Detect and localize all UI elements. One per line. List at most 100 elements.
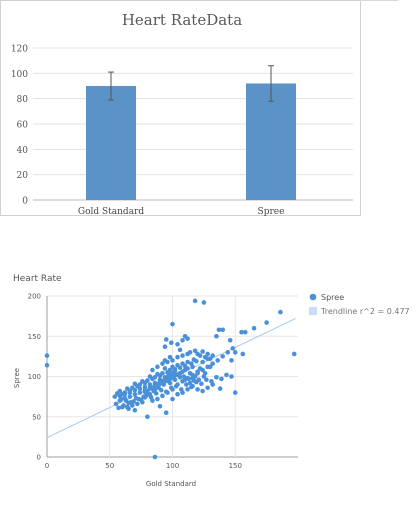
scatter-point xyxy=(170,364,175,370)
legend-trendline-marker xyxy=(309,307,317,315)
bar-y-tick-labels: 0 20 40 60 80 100 120 xyxy=(11,45,28,207)
scatter-point xyxy=(210,361,215,366)
scatter-point xyxy=(117,388,123,394)
bar-y-tick-label: 100 xyxy=(11,70,28,80)
scatter-point xyxy=(185,366,190,371)
scatter-point xyxy=(163,410,169,416)
scatter-point xyxy=(180,353,185,358)
scatter-point xyxy=(121,403,126,408)
scatter-point xyxy=(197,353,203,358)
scatter-point xyxy=(167,354,173,360)
scatter-point xyxy=(190,372,195,378)
scatter-chart: Heart Rate 0 50 100 150 200 0 50 100 150 Gold S… xyxy=(13,274,410,488)
scatter-point xyxy=(239,329,244,335)
scatter-point xyxy=(170,387,175,392)
scatter-point xyxy=(150,398,155,403)
scatter-point xyxy=(200,349,205,354)
scatter-chart-title: Heart Rate xyxy=(13,274,62,284)
scatter-point xyxy=(185,351,190,357)
bar-chart-title: Heart RateData xyxy=(122,11,242,29)
scatter-point xyxy=(200,359,205,365)
bar-x-tick-label: Spree xyxy=(258,207,285,217)
scatter-point xyxy=(230,346,236,351)
scatter-x-tick-label: 150 xyxy=(229,462,242,470)
bar-x-tick-label: Gold Standard xyxy=(78,207,144,217)
scatter-point xyxy=(125,404,130,410)
scatter-x-tick-label: 50 xyxy=(105,462,114,470)
scatter-point xyxy=(190,364,195,370)
scatter-point xyxy=(207,364,213,370)
scatter-point xyxy=(197,366,203,371)
scatter-point xyxy=(175,362,180,368)
scatter-point xyxy=(205,385,210,391)
bar-x-tick-labels: Gold Standard Spree xyxy=(78,207,285,217)
scatter-y-tick-label: 0 xyxy=(37,454,41,462)
scatter-point xyxy=(214,375,219,380)
scatter-point xyxy=(195,369,200,374)
scatter-point xyxy=(175,342,180,347)
scatter-point xyxy=(187,380,193,386)
scatter-point xyxy=(210,353,215,358)
scatter-point xyxy=(240,351,246,357)
scatter-point xyxy=(44,362,50,368)
scatter-point xyxy=(147,386,153,391)
scatter-point xyxy=(147,374,153,379)
scatter-point xyxy=(166,373,172,378)
scatter-point xyxy=(117,398,123,403)
scatter-point xyxy=(132,391,138,397)
bar-chart: Heart RateData 0 20 40 60 80 100 120 Gold Stan… xyxy=(0,0,398,217)
scatter-point xyxy=(150,367,155,373)
scatter-point xyxy=(146,391,151,397)
scatter-point xyxy=(162,358,168,363)
scatter-point xyxy=(132,387,138,393)
scatter-point xyxy=(162,375,168,380)
scatter-point xyxy=(195,387,200,392)
scatter-point xyxy=(142,389,148,395)
scatter-point xyxy=(220,327,225,333)
scatter-point xyxy=(180,337,185,343)
scatter-point xyxy=(216,327,222,333)
scatter-point xyxy=(145,414,150,420)
scatter-point xyxy=(170,358,175,363)
scatter-point xyxy=(142,384,148,390)
scatter-point xyxy=(131,399,136,404)
scatter-point xyxy=(177,347,183,353)
scatter-point xyxy=(229,374,234,379)
bar-bars xyxy=(86,83,296,200)
legend-trendline-label: Trendline r^2 = 0.477 xyxy=(320,307,410,316)
scatter-point xyxy=(155,371,160,377)
scatter-point xyxy=(141,394,146,399)
scatter-point xyxy=(137,390,143,395)
scatter-point xyxy=(191,357,197,362)
scatter-point xyxy=(199,381,204,387)
scatter-point xyxy=(166,379,172,384)
scatter-point xyxy=(125,386,130,391)
scatter-point xyxy=(122,391,128,397)
scatter-x-tick-labels: 0 50 100 150 xyxy=(45,462,242,470)
scatter-point xyxy=(132,381,138,387)
scatter-point xyxy=(242,329,248,335)
scatter-point xyxy=(185,336,190,341)
scatter-x-tick-label: 100 xyxy=(166,462,179,470)
scatter-point xyxy=(232,350,238,355)
scatter-point xyxy=(192,298,198,304)
scatter-x-axis-label: Gold Standard xyxy=(146,480,196,488)
scatter-point xyxy=(291,351,297,357)
scatter-point xyxy=(192,348,198,354)
scatter-y-axis-label: Spree xyxy=(13,368,21,388)
scatter-point xyxy=(161,382,167,387)
scatter-y-tick-label: 200 xyxy=(28,293,41,301)
scatter-point xyxy=(116,405,121,411)
scatter-point xyxy=(205,351,210,357)
scatter-point xyxy=(130,403,135,408)
scatter-y-tick-label: 150 xyxy=(28,333,41,341)
bar-y-tick-label: 20 xyxy=(17,171,29,181)
scatter-point xyxy=(165,390,170,395)
scatter-point xyxy=(151,388,156,394)
scatter-y-tick-labels: 0 50 100 150 200 xyxy=(28,293,41,462)
scatter-point xyxy=(170,396,175,402)
scatter-point xyxy=(251,325,257,331)
scatter-y-tick-label: 100 xyxy=(28,373,41,381)
scatter-points xyxy=(44,298,297,460)
scatter-point xyxy=(176,371,182,377)
